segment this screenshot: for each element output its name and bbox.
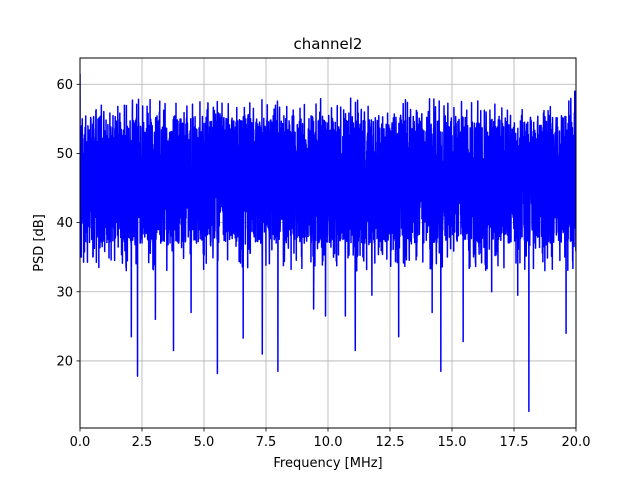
chart-title: channel2	[294, 35, 363, 53]
x-tick-label: 17.5	[500, 435, 529, 450]
x-tick-label: 5.0	[194, 435, 215, 450]
x-tick-label: 0.0	[70, 435, 91, 450]
x-tick-label: 12.5	[376, 435, 405, 450]
y-tick-label: 50	[56, 147, 73, 162]
y-axis-title: PSD [dB]	[32, 214, 47, 272]
y-axis: 20 30 40 50 60	[56, 78, 80, 369]
x-tick-label: 2.5	[132, 435, 153, 450]
y-tick-label: 40	[56, 216, 73, 231]
y-tick-label: 60	[56, 78, 73, 93]
x-tick-label: 15.0	[438, 435, 467, 450]
x-axis-title: Frequency [MHz]	[273, 456, 382, 471]
x-tick-label: 10.0	[314, 435, 343, 450]
y-tick-label: 30	[56, 285, 73, 300]
y-tick-label: 20	[56, 354, 73, 369]
x-tick-label: 7.5	[256, 435, 277, 450]
x-tick-label: 20.0	[562, 435, 591, 450]
series-line-channel2	[80, 73, 576, 413]
x-axis: 0.0 2.5 5.0 7.5 10.0 12.5 15.0 17.5 20.0	[70, 428, 591, 450]
